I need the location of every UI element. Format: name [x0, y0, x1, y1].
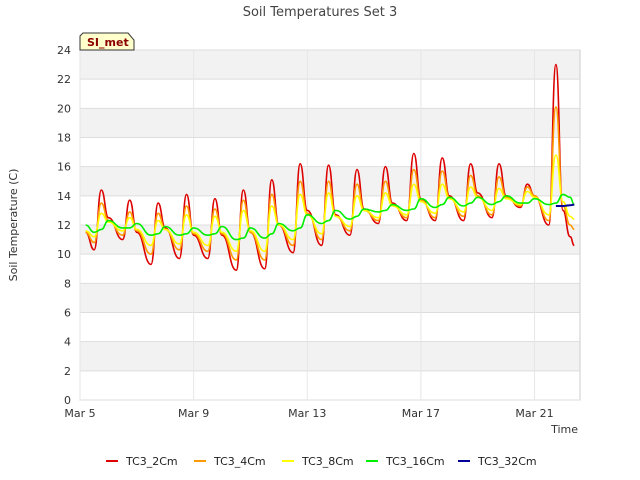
plot-background-bands [80, 50, 580, 371]
series-line-tc3-32cm [555, 203, 575, 207]
legend: TC3_2Cm TC3_4Cm TC3_8Cm TC3_16Cm TC3_32Cm [106, 455, 537, 468]
x-tick-label-0: Mar 5 [64, 407, 95, 420]
y-tick-label-2: 2 [64, 365, 71, 378]
series-lines [85, 63, 575, 271]
y-axis-label: Soil Temperature (C) [7, 169, 20, 282]
y-tick-label-6: 6 [64, 307, 71, 320]
y-tick-label-14: 14 [57, 190, 71, 203]
band-11 [80, 50, 580, 80]
legend-label-tc3-2cm: TC3_2Cm [125, 455, 178, 468]
band-3 [80, 283, 580, 313]
band-5 [80, 225, 580, 255]
y-tick-label-12: 12 [57, 219, 71, 232]
legend-label-tc3-4cm: TC3_4Cm [213, 455, 266, 468]
x-tick-label-2: Mar 13 [288, 407, 326, 420]
badge-shape [79, 32, 135, 51]
x-tick-label-4: Mar 21 [515, 407, 553, 420]
x-axis-ticks: Mar 5 Mar 9 Mar 13 Mar 17 Mar 21 [64, 407, 553, 420]
legend-label-tc3-16cm: TC3_16Cm [385, 455, 445, 468]
band-1 [80, 341, 580, 371]
legend-label-tc3-32cm: TC3_32Cm [477, 455, 537, 468]
badge-label: SI_met [87, 36, 129, 49]
y-tick-label-0: 0 [64, 394, 71, 407]
station-badge: SI_met [79, 32, 135, 51]
y-tick-label-20: 20 [57, 102, 71, 115]
x-axis-label: Time [550, 423, 578, 436]
y-tick-label-18: 18 [57, 132, 71, 145]
y-tick-label-16: 16 [57, 161, 71, 174]
y-tick-label-24: 24 [57, 44, 71, 57]
legend-label-tc3-8cm: TC3_8Cm [301, 455, 354, 468]
y-tick-label-22: 22 [57, 73, 71, 86]
series-line-tc3-8cm [85, 154, 575, 253]
chart-title: Soil Temperatures Set 3 [243, 5, 398, 20]
series-line-tc3-16cm [85, 193, 575, 241]
x-tick-label-1: Mar 9 [178, 407, 209, 420]
y-tick-label-8: 8 [64, 277, 71, 290]
x-tick-label-3: Mar 17 [402, 407, 440, 420]
y-tick-label-10: 10 [57, 248, 71, 261]
band-9 [80, 108, 580, 138]
y-tick-label-4: 4 [64, 336, 71, 349]
